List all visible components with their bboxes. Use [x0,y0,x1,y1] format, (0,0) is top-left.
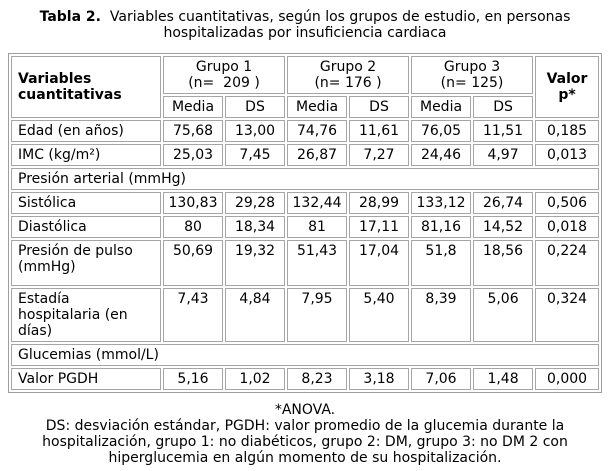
cell-ds-g2: 17,11 [349,216,410,238]
column-header-ds-g3: DS [473,96,534,118]
column-header-media-g2: Media [287,96,348,118]
section-row-glucemias: Glucemias (mmol/L) [11,344,600,366]
cell-media-g2: 81 [287,216,348,238]
table-row-imc: IMC (kg/m²) 25,03 7,45 26,87 7,27 24,46 … [11,144,600,166]
cell-media-g1: 25,03 [163,144,223,166]
table-caption-line1: Tabla 2. Variables cuantitativas, según … [0,9,610,25]
row-label: IMC (kg/m²) [11,144,161,166]
section-label: Presión arterial (mmHg) [11,168,600,190]
cell-valor-p: 0,000 [535,368,600,390]
column-header-grupo-3: Grupo 3 (n= 125) [411,56,534,94]
table-row-presion-de-pulso: Presión de pulso (mmHg) 50,69 19,32 51,4… [11,240,600,286]
column-header-ds-g2: DS [349,96,410,118]
row-label: Valor PGDH [11,368,161,390]
cell-ds-g3: 4,97 [473,144,534,166]
footnote-anova: *ANOVA. [274,402,336,418]
footnote-abbreviations: DS: desviación estándar, PGDH: valor pro… [42,418,568,466]
cell-media-g1: 130,83 [163,192,223,214]
cell-ds-g3: 11,51 [473,120,534,142]
table-caption-text: Variables cuantitativas, según los grupo… [109,9,571,25]
cell-ds-g1: 7,45 [225,144,286,166]
cell-ds-g1: 1,02 [225,368,286,390]
cell-media-g1: 50,69 [163,240,223,286]
cell-ds-g1: 29,28 [225,192,286,214]
column-header-media-g3: Media [411,96,472,118]
cell-ds-g2: 5,40 [349,288,410,342]
cell-media-g3: 24,46 [411,144,472,166]
table-row-diastolica: Diastólica 80 18,34 81 17,11 81,16 14,52… [11,216,600,238]
cell-ds-g3: 14,52 [473,216,534,238]
section-label: Glucemias (mmol/L) [11,344,600,366]
cell-valor-p: 0,324 [535,288,600,342]
row-label: Presión de pulso (mmHg) [11,240,161,286]
column-header-ds-g1: DS [225,96,286,118]
header-row-groups: Variables cuantitativas Grupo 1 (n= 209 … [11,56,600,118]
cell-ds-g3: 1,48 [473,368,534,390]
data-table: Variables cuantitativas Grupo 1 (n= 209 … [8,53,603,393]
cell-media-g1: 5,16 [163,368,223,390]
cell-media-g3: 51,8 [411,240,472,286]
cell-media-g1: 75,68 [163,120,223,142]
cell-media-g3: 76,05 [411,120,472,142]
cell-media-g2: 8,23 [287,368,348,390]
cell-media-g3: 8,39 [411,288,472,342]
cell-media-g3: 81,16 [411,216,472,238]
cell-ds-g2: 28,99 [349,192,410,214]
table-caption-number: Tabla 2. [39,9,101,25]
column-header-valor-p: Valor p* [535,56,600,118]
table-row-valor-pgdh: Valor PGDH 5,16 1,02 8,23 3,18 7,06 1,48… [11,368,600,390]
cell-ds-g3: 5,06 [473,288,534,342]
header-row-stats: Media DS Media DS Media DS [11,96,599,118]
cell-media-g2: 132,44 [287,192,348,214]
table-caption: Tabla 2. Variables cuantitativas, según … [0,9,610,41]
cell-media-g1: 80 [163,216,223,238]
cell-ds-g1: 19,32 [225,240,286,286]
cell-ds-g2: 11,61 [349,120,410,142]
table-footnotes: *ANOVA. DS: desviación estándar, PGDH: v… [0,402,610,466]
cell-ds-g1: 4,84 [225,288,286,342]
column-header-grupo-1: Grupo 1 (n= 209 ) [163,56,286,94]
cell-ds-g1: 13,00 [225,120,286,142]
cell-ds-g1: 18,34 [225,216,286,238]
cell-ds-g2: 17,04 [349,240,410,286]
cell-valor-p: 0,506 [535,192,600,214]
cell-media-g3: 133,12 [411,192,472,214]
section-row-presion-arterial: Presión arterial (mmHg) [11,168,600,190]
row-label: Diastólica [11,216,161,238]
row-label: Sistólica [11,192,161,214]
cell-ds-g2: 3,18 [349,368,410,390]
cell-ds-g3: 26,74 [473,192,534,214]
row-label: Estadía hospitalaria (en días) [11,288,161,342]
cell-valor-p: 0,224 [535,240,600,286]
cell-media-g2: 7,95 [287,288,348,342]
column-header-grupo-2: Grupo 2 (n= 176 ) [287,56,410,94]
column-header-variables: Variables cuantitativas [11,56,161,118]
row-label: Edad (en años) [11,120,161,142]
table-row-edad: Edad (en años) 75,68 13,00 74,76 11,61 7… [11,120,600,142]
cell-media-g2: 26,87 [287,144,348,166]
cell-media-g2: 74,76 [287,120,348,142]
table-row-sistolica: Sistólica 130,83 29,28 132,44 28,99 133,… [11,192,600,214]
cell-valor-p: 0,013 [535,144,600,166]
table-row-estadia-hospitalaria: Estadía hospitalaria (en días) 7,43 4,84… [11,288,600,342]
cell-media-g3: 7,06 [411,368,472,390]
cell-ds-g3: 18,56 [473,240,534,286]
table-caption-line2: hospitalizadas por insuficiencia cardiac… [163,25,447,41]
cell-valor-p: 0,018 [535,216,600,238]
column-header-media-g1: Media [163,96,223,118]
cell-valor-p: 0,185 [535,120,600,142]
cell-media-g1: 7,43 [163,288,223,342]
cell-ds-g2: 7,27 [349,144,410,166]
cell-media-g2: 51,43 [287,240,348,286]
